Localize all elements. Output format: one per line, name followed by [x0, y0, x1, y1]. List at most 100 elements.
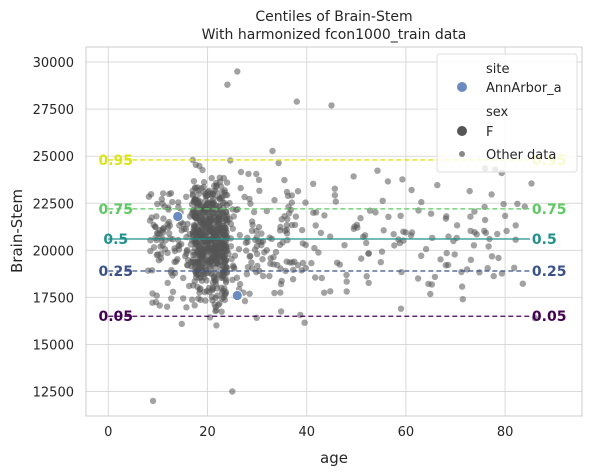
other-data-point [213, 226, 221, 233]
other-data-point [391, 242, 398, 249]
other-data-point [511, 264, 518, 271]
other-data-point [175, 246, 183, 253]
other-data-point [241, 297, 249, 305]
other-data-point [271, 196, 278, 204]
other-data-point [488, 253, 496, 260]
other-data-point [272, 248, 280, 256]
y-tick-label: 27500 [33, 103, 74, 118]
other-data-point [233, 206, 240, 214]
other-data-point [192, 214, 200, 222]
other-data-point [149, 397, 157, 405]
other-data-point [466, 187, 473, 195]
y-axis-label: Brain-Stem [8, 189, 26, 273]
other-data-point [192, 196, 200, 203]
other-data-point [193, 219, 201, 227]
other-data-point [212, 244, 220, 251]
other-data-point [512, 222, 519, 229]
legend-entry-sex: F [486, 125, 493, 140]
other-data-point [163, 303, 171, 310]
legend-entry-other: Other data [486, 148, 556, 163]
other-data-point [284, 216, 291, 223]
other-data-point [191, 302, 198, 309]
other-data-point [183, 304, 190, 311]
other-data-point [208, 174, 215, 182]
other-data-point [428, 281, 436, 288]
other-data-point [353, 221, 361, 228]
other-data-point [176, 222, 183, 229]
axis-tick-labels: 0 20 40 60 80 12500 15000 17500 20000 22500 25000 2… [33, 56, 514, 440]
other-data-point [153, 236, 160, 244]
other-data-point [341, 242, 348, 249]
other-data-point [275, 159, 282, 167]
other-data-point [196, 162, 203, 170]
other-data-point [254, 250, 261, 258]
centile-label-left: 0.05 [98, 309, 133, 325]
other-data-point [228, 255, 235, 263]
other-data-point [294, 188, 302, 195]
other-data-point [514, 200, 521, 207]
other-data-point [256, 187, 263, 194]
other-data-point [220, 272, 227, 279]
other-data-point [343, 278, 350, 285]
other-data-point [214, 292, 221, 299]
other-data-point [184, 220, 191, 228]
other-data-point [196, 265, 203, 272]
other-data-point [253, 314, 260, 321]
site-data-point [231, 290, 243, 301]
other-data-point [248, 259, 255, 266]
other-data-point [445, 233, 452, 240]
other-data-point [235, 246, 243, 253]
legend: site AnnArbor_a sex F Other data [436, 53, 578, 173]
other-data-point [150, 244, 158, 251]
other-data-point [414, 275, 422, 282]
other-data-point [218, 183, 225, 190]
other-data-point [157, 255, 165, 262]
other-data-point [246, 253, 253, 260]
other-data-point [222, 208, 230, 216]
other-data-point [209, 287, 216, 294]
other-data-point [245, 170, 252, 178]
other-data-point [203, 287, 211, 295]
other-data-point [253, 227, 260, 235]
other-data-point [254, 262, 261, 270]
other-data-point [380, 227, 387, 234]
other-data-point [467, 227, 474, 235]
other-data-point [427, 210, 435, 217]
other-data-point [158, 196, 165, 203]
other-data-point [222, 290, 229, 297]
y-tick-label: 12500 [33, 386, 74, 401]
other-data-point [299, 226, 306, 234]
other-data-point [277, 308, 285, 315]
other-data-point [332, 198, 339, 205]
site-data-points [172, 211, 243, 301]
other-data-point [288, 192, 296, 199]
other-data-point [531, 314, 539, 322]
other-data-point [312, 274, 319, 281]
other-data-point [159, 227, 166, 234]
other-data-point [458, 268, 465, 276]
x-tick-label: 80 [497, 425, 514, 440]
other-data-point [318, 274, 325, 282]
other-data-point [190, 225, 197, 232]
centile-label-right: 0.05 [532, 309, 567, 325]
other-data-point [165, 218, 173, 226]
other-data-point [500, 200, 507, 208]
other-data-point [244, 264, 252, 271]
other-data-point [226, 199, 233, 207]
other-data-point [451, 251, 458, 258]
other-data-point [203, 277, 210, 284]
other-data-point [249, 221, 256, 229]
other-data-point [363, 273, 370, 280]
other-data-point [165, 206, 172, 213]
other-data-point [207, 250, 215, 257]
other-data-point [212, 250, 219, 257]
other-data-point [227, 243, 235, 250]
other-data-point [321, 212, 328, 219]
other-data-point [471, 208, 478, 215]
other-data-point [378, 248, 386, 255]
other-data-point [192, 251, 199, 259]
other-data-point [277, 289, 284, 296]
other-data-point [317, 229, 325, 237]
other-data-point [279, 239, 286, 246]
y-tick-label: 22500 [33, 197, 74, 212]
